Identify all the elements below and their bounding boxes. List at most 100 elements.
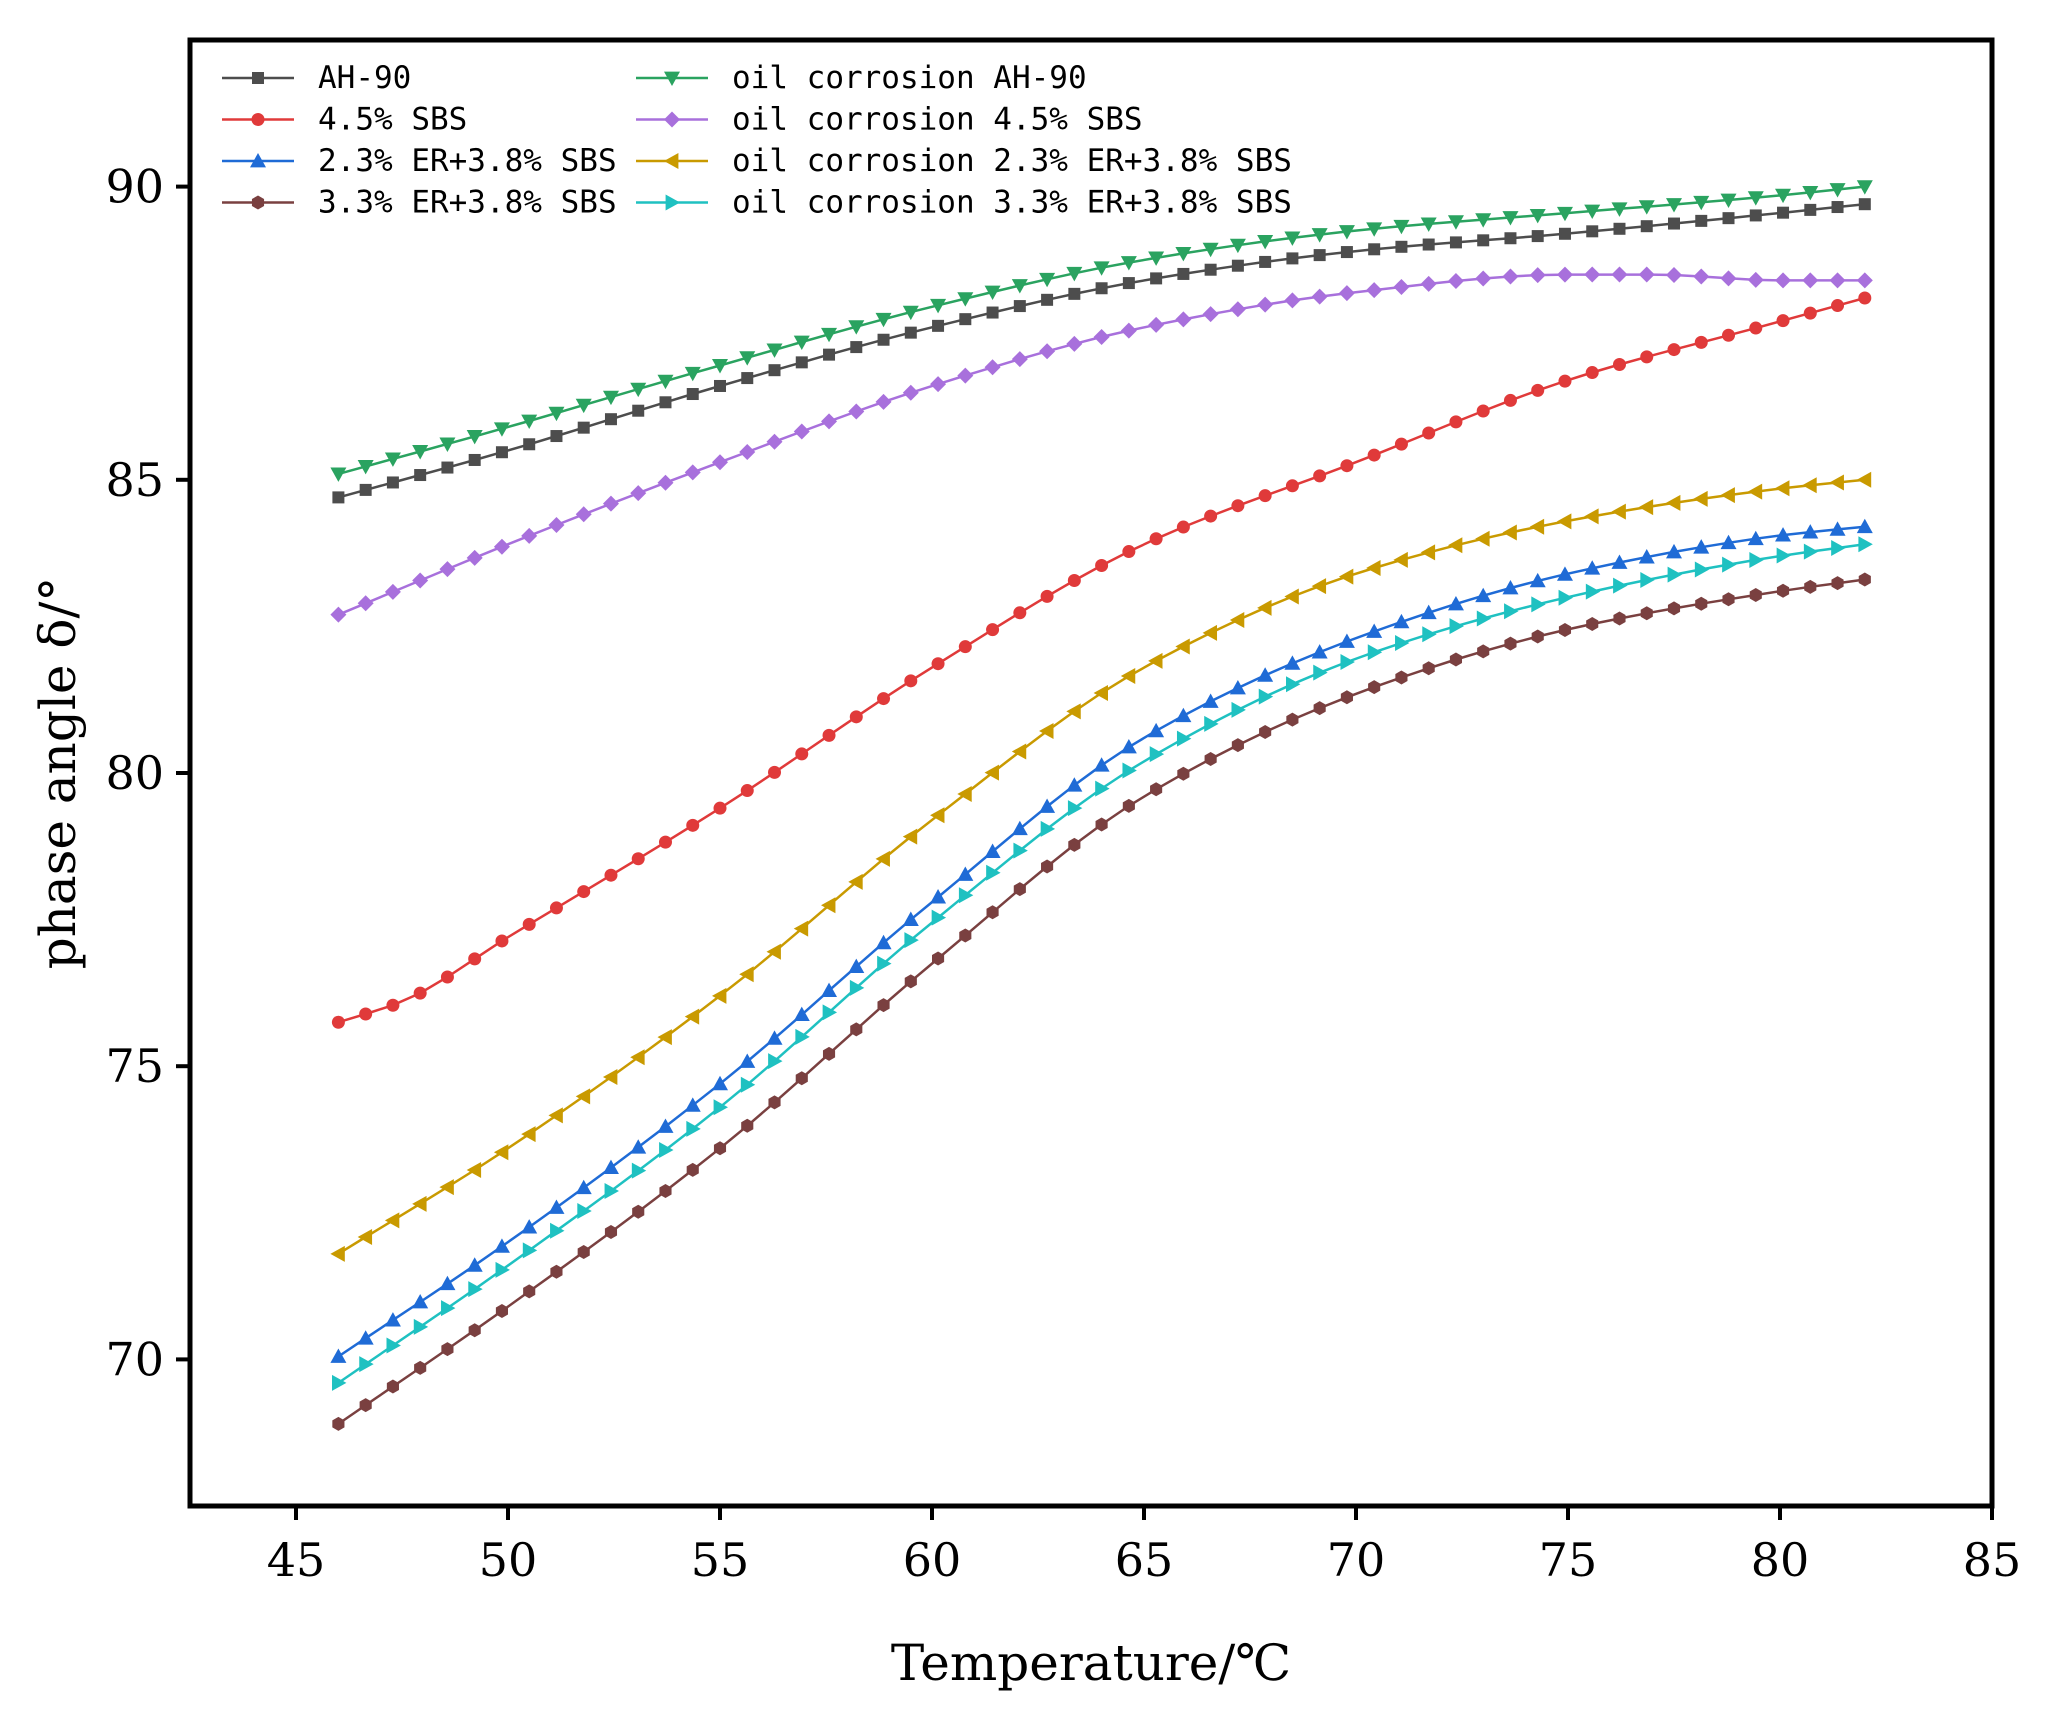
- x-tick-label: 85: [1963, 1533, 2022, 1587]
- series-line: [337, 578, 1865, 1425]
- data-point: [1175, 707, 1192, 723]
- data-point: [768, 364, 781, 377]
- series-line: [338, 296, 1866, 1024]
- data-point: [1067, 574, 1081, 588]
- data-point: [1175, 311, 1192, 328]
- data-point: [1747, 191, 1764, 206]
- data-point: [1775, 188, 1792, 204]
- data-point: [1120, 256, 1137, 271]
- data-point: [1150, 272, 1163, 285]
- data-point: [330, 1348, 347, 1363]
- data-point: [1093, 684, 1108, 701]
- data-point: [1422, 238, 1435, 251]
- data-point: [904, 326, 917, 339]
- data-point: [1122, 545, 1136, 559]
- data-point: [1666, 266, 1682, 283]
- data-point: [1149, 532, 1163, 546]
- data-point: [359, 1356, 374, 1373]
- data-point: [550, 1222, 565, 1239]
- data-point: [384, 583, 401, 600]
- data-point: [1747, 483, 1763, 500]
- y-tick-label: 75: [105, 1039, 164, 1093]
- data-point: [1529, 572, 1546, 588]
- data-point: [959, 313, 972, 326]
- data-point: [548, 406, 565, 422]
- data-point: [330, 606, 347, 623]
- data-point: [1420, 544, 1436, 561]
- data-point: [1422, 626, 1437, 643]
- data-point: [822, 728, 836, 742]
- data-point: [1667, 343, 1681, 357]
- data-point: [849, 710, 863, 724]
- data-point: [1393, 278, 1410, 295]
- data-point: [1693, 539, 1710, 554]
- data-point: [1286, 712, 1299, 727]
- series-5: [330, 266, 1873, 623]
- data-point: [1477, 234, 1490, 247]
- data-point: [1476, 610, 1492, 627]
- legend-label: AH-90: [318, 60, 411, 96]
- x-tick-label: 45: [267, 1533, 326, 1587]
- data-point: [1722, 328, 1736, 342]
- data-point: [1229, 679, 1246, 695]
- data-point: [1856, 518, 1873, 534]
- data-point: [684, 1097, 701, 1112]
- data-point: [850, 341, 863, 354]
- data-point: [768, 1053, 783, 1070]
- legend-label: oil corrosion AH-90: [732, 60, 1087, 96]
- data-point: [1503, 393, 1517, 407]
- series-6: [330, 471, 1872, 1262]
- data-point: [1531, 383, 1545, 397]
- data-point: [1338, 225, 1355, 240]
- data-point: [793, 423, 810, 440]
- data-point: [875, 312, 892, 328]
- data-point: [931, 909, 947, 926]
- data-point: [1367, 448, 1381, 462]
- data-point: [522, 917, 536, 931]
- data-point: [1747, 530, 1764, 546]
- legend-item: oil corrosion AH-90: [636, 60, 1087, 96]
- data-point: [630, 1049, 645, 1066]
- data-point: [793, 335, 810, 351]
- data-point: [931, 951, 945, 966]
- data-point: [659, 1141, 674, 1158]
- data-point: [848, 873, 863, 890]
- data-point: [604, 413, 617, 426]
- data-point: [1803, 306, 1817, 320]
- data-point: [1420, 275, 1437, 292]
- data-point: [984, 359, 1001, 376]
- data-point: [1177, 267, 1190, 280]
- data-point: [1447, 595, 1464, 611]
- data-point: [1095, 817, 1108, 832]
- legend-label: 4.5% SBS: [318, 102, 467, 138]
- data-point: [1120, 322, 1137, 339]
- data-point: [1722, 592, 1735, 607]
- data-point: [1120, 739, 1137, 754]
- data-point: [1202, 693, 1219, 708]
- data-point: [1776, 547, 1792, 564]
- series-1: [331, 291, 1872, 1029]
- data-point: [902, 911, 919, 926]
- data-point: [1666, 198, 1682, 213]
- data-point: [1013, 606, 1027, 620]
- data-point: [1148, 251, 1165, 266]
- data-point: [713, 801, 727, 815]
- data-point: [359, 483, 372, 496]
- data-point: [495, 1303, 509, 1318]
- data-point: [1475, 530, 1490, 547]
- legend-marker: [251, 113, 265, 126]
- data-point: [957, 785, 972, 802]
- data-point: [1556, 513, 1572, 530]
- data-point: [1395, 634, 1410, 651]
- data-point: [1722, 556, 1737, 573]
- series-4: [330, 180, 1873, 482]
- data-point: [1368, 680, 1381, 695]
- data-point: [1775, 527, 1792, 542]
- data-point: [1066, 335, 1083, 352]
- data-point: [1449, 618, 1464, 635]
- data-point: [793, 920, 809, 937]
- x-tick-label: 70: [1327, 1533, 1386, 1587]
- data-point: [466, 1161, 482, 1178]
- data-point: [1749, 551, 1764, 568]
- data-point: [493, 538, 510, 555]
